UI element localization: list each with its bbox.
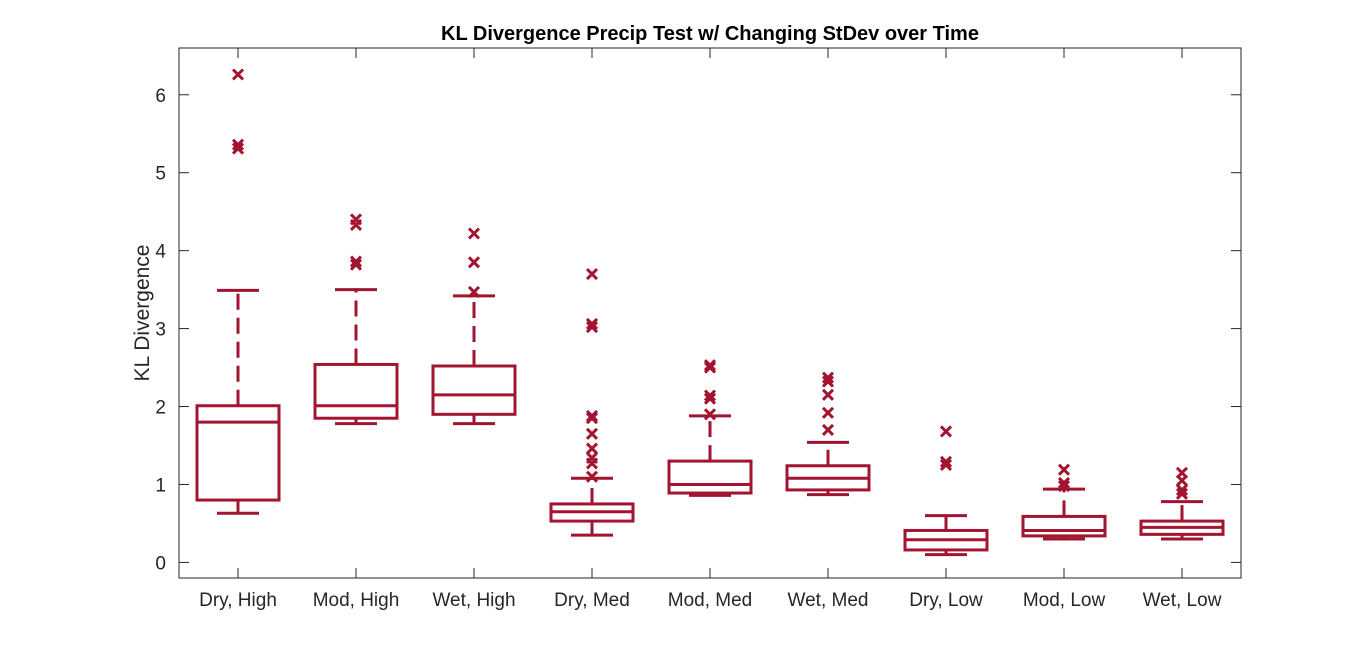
- box-group: [549, 267, 635, 537]
- outlier-marker: [703, 359, 717, 372]
- outlier-marker: [821, 375, 835, 388]
- outlier-marker: [821, 406, 835, 419]
- box-iqr: [1021, 514, 1107, 538]
- outlier-marker: [703, 389, 717, 402]
- box-group: [1139, 466, 1225, 541]
- outlier-marker: [585, 427, 599, 440]
- outlier-marker: [821, 371, 835, 384]
- chart-title: KL Divergence Precip Test w/ Changing St…: [441, 23, 979, 45]
- box-group: [431, 227, 517, 426]
- x-tick-label: Mod, Low: [1023, 590, 1106, 611]
- outlier-marker: [821, 388, 835, 401]
- box-group: [667, 359, 753, 497]
- y-tick-label: 1: [155, 475, 166, 496]
- outlier-marker: [939, 425, 953, 438]
- box-group: [785, 371, 871, 497]
- y-tick-label: 3: [155, 320, 166, 341]
- outlier-marker: [1175, 487, 1189, 500]
- outlier-marker: [1175, 466, 1189, 479]
- x-tick-label: Dry, Low: [909, 590, 983, 611]
- outlier-marker: [1175, 483, 1189, 496]
- x-tick-label: Wet, High: [432, 590, 515, 611]
- box-group: [313, 213, 399, 426]
- outlier-marker: [585, 267, 599, 281]
- y-axis-label: KL Divergence: [131, 245, 154, 382]
- outlier-marker: [231, 138, 245, 151]
- outlier-marker: [231, 142, 245, 155]
- outlier-marker: [467, 285, 481, 299]
- box-group: [195, 68, 281, 515]
- outlier-marker: [231, 68, 245, 81]
- y-tick-label: 0: [155, 553, 166, 574]
- y-tick-label: 5: [155, 164, 166, 185]
- y-tick-label: 6: [155, 86, 166, 107]
- boxes: [195, 68, 1225, 557]
- outlier-marker: [1057, 479, 1071, 493]
- outlier-marker: [1057, 463, 1071, 476]
- outlier-marker: [1057, 476, 1071, 489]
- plot-area-frame: [178, 47, 1242, 579]
- outlier-marker: [467, 227, 481, 240]
- x-tick-label: Wet, Med: [788, 590, 869, 611]
- x-tick-label: Wet, Low: [1143, 590, 1222, 611]
- outlier-marker: [349, 213, 363, 226]
- y-tick-label: 4: [155, 242, 166, 263]
- outlier-marker: [585, 317, 599, 330]
- outlier-marker: [585, 412, 599, 425]
- outlier-marker: [585, 409, 599, 422]
- outlier-marker: [939, 455, 953, 468]
- box-iqr: [431, 364, 517, 416]
- x-tick-label: Mod, Med: [668, 590, 752, 611]
- outlier-marker: [703, 361, 717, 374]
- outlier-marker: [349, 255, 363, 268]
- outlier-marker: [585, 451, 599, 465]
- outlier-marker: [349, 258, 363, 271]
- box-iqr: [313, 362, 399, 420]
- outlier-marker: [703, 408, 717, 421]
- outlier-marker: [703, 392, 717, 405]
- outlier-marker: [939, 458, 953, 472]
- outlier-marker: [467, 256, 481, 269]
- x-tick-label: Dry, Med: [554, 590, 630, 611]
- box-group: [1021, 463, 1107, 541]
- x-tick-label: Mod, High: [313, 590, 400, 611]
- x-tick-label: Dry, High: [199, 590, 277, 611]
- outlier-marker: [585, 442, 599, 455]
- box-iqr: [667, 459, 753, 495]
- outlier-marker: [585, 470, 599, 483]
- outlier-marker: [585, 320, 599, 334]
- y-tick-label: 2: [155, 398, 166, 419]
- axis-ticks: 0 1 2 3 4 5 6 Dry, High Mod, High Wet, High Dry, M…: [155, 48, 1241, 611]
- box-iqr: [195, 404, 281, 502]
- box-group: [903, 425, 989, 557]
- outlier-marker: [821, 423, 835, 436]
